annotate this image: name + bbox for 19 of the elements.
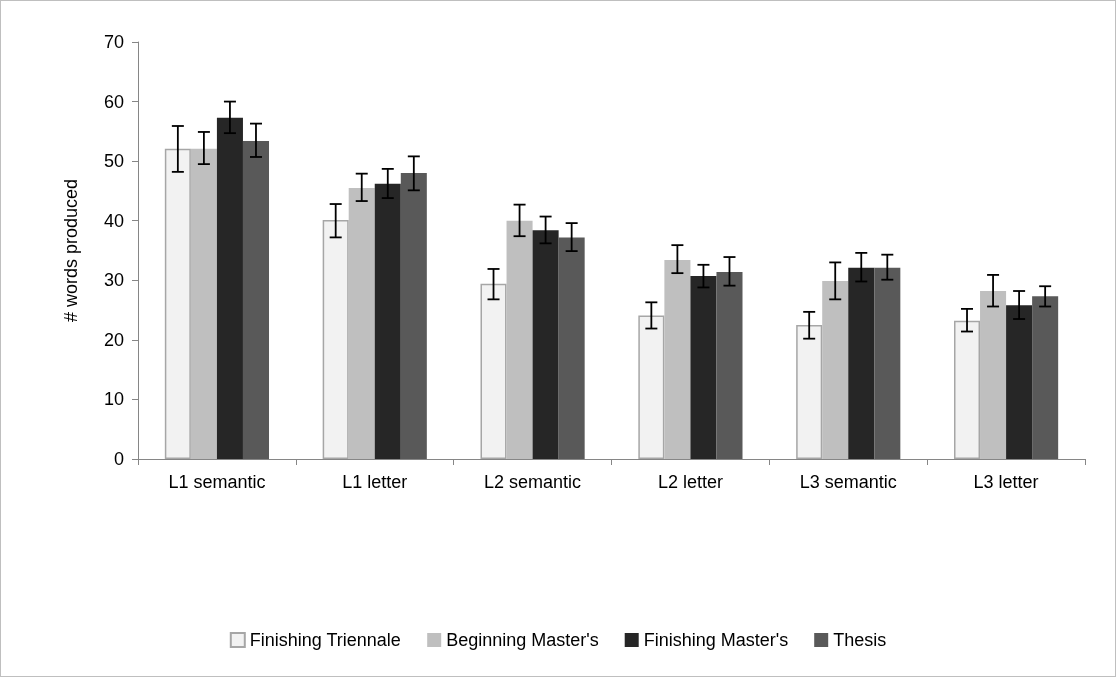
x-tick-label: L3 semantic (799, 472, 897, 492)
x-tick-label: L1 semantic (168, 472, 266, 492)
y-tick-label: 50 (103, 151, 124, 172)
y-tick-label: 40 (103, 210, 124, 231)
y-tick-label: 10 (103, 389, 124, 410)
y-axis-title: # words produced (61, 178, 81, 323)
y-tick-label: 0 (113, 449, 124, 469)
x-tick-label: L2 letter (657, 472, 723, 492)
legend-label: Finishing Triennale (249, 630, 401, 650)
x-tick-label: L3 letter (973, 472, 1039, 492)
y-tick-label: 30 (103, 270, 124, 291)
legend-label: Thesis (833, 630, 887, 650)
x-tick-label: L2 semantic (484, 472, 582, 492)
y-tick-label: 20 (103, 329, 124, 350)
legend-label: Finishing Master's (643, 630, 789, 650)
x-tick-label: L1 letter (342, 472, 408, 492)
y-tick-label: 70 (103, 32, 124, 52)
y-tick-label: 60 (103, 91, 124, 112)
legend-label: Beginning Master's (446, 630, 599, 650)
